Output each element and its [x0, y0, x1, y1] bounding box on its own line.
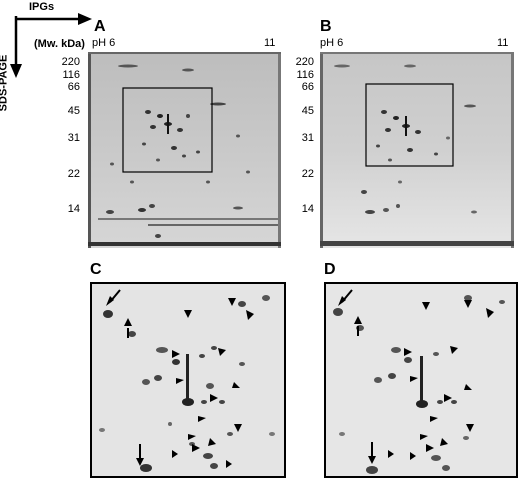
mw-marker-b: 116	[296, 69, 314, 81]
mw-marker-b: 220	[295, 56, 314, 68]
gel-zoom-image-d	[324, 282, 518, 478]
panel-letter-d: D	[324, 261, 336, 278]
gel-image-a	[88, 52, 281, 248]
mw-marker-b: 22	[301, 168, 314, 180]
mw-marker-a: 116	[62, 69, 80, 81]
arrow-icon	[106, 296, 114, 306]
mw-marker-b: 31	[301, 132, 314, 144]
ph-right-label-a: 11	[264, 37, 276, 49]
ph-left-label-b: pH 6	[320, 37, 344, 49]
panel-letter-c: C	[90, 261, 102, 278]
panel-letter-a: A	[94, 18, 106, 35]
arrow-down-icon	[10, 16, 22, 78]
mw-marker-a: 22	[67, 168, 80, 180]
mw-marker-b: 66	[301, 81, 314, 93]
panel-letter-b: B	[320, 18, 332, 35]
ph-left-label-a: pH 6	[92, 37, 116, 49]
arrow-right-icon	[16, 13, 92, 25]
mw-marker-b: 14	[301, 203, 314, 215]
mw-marker-a: 45	[67, 105, 80, 117]
gel-image-b	[320, 52, 514, 248]
ph-right-label-b: 11	[497, 37, 509, 49]
mw-marker-a: 220	[61, 56, 80, 68]
gel-zoom-image-c	[90, 282, 286, 478]
mw-unit-label: (Mw. kDa)	[34, 38, 85, 50]
ipgs-axis-label: IPGs	[29, 1, 55, 13]
mw-marker-a: 14	[67, 203, 80, 215]
mw-marker-a: 31	[67, 132, 80, 144]
sds-page-axis-label: SDS-PAGE	[0, 54, 10, 112]
mw-marker-b: 45	[301, 105, 314, 117]
mw-marker-a: 66	[67, 81, 80, 93]
